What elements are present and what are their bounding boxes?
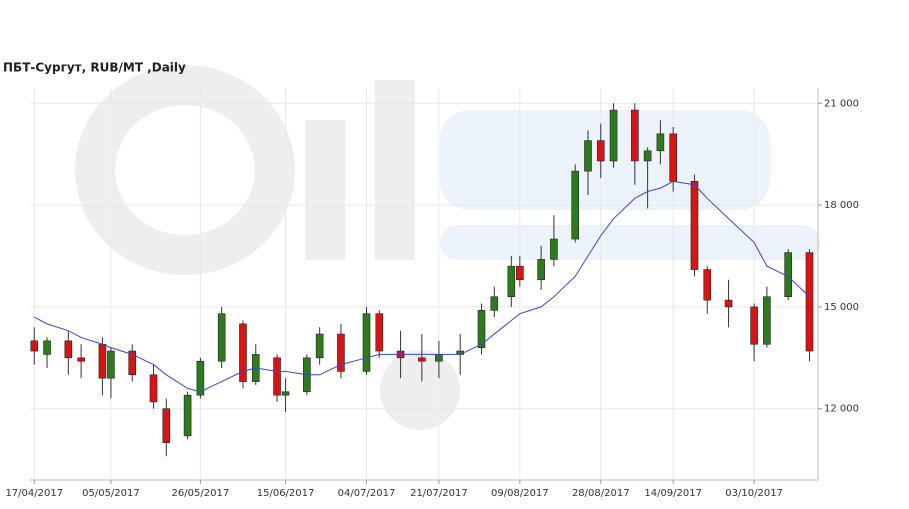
candle-body (43, 340, 51, 355)
candle-body (362, 313, 371, 372)
candle-body (724, 299, 733, 308)
candle-body (239, 323, 247, 382)
candle-body (669, 133, 677, 182)
candle-body (107, 350, 115, 379)
x-tick-label: 09/08/2017 (491, 488, 549, 499)
candle-body (805, 252, 814, 352)
candle-body (77, 357, 85, 362)
candle-body (281, 391, 290, 396)
candle-body (375, 313, 384, 352)
y-tick-label: 21 000 (824, 98, 859, 109)
candle-body (435, 354, 443, 362)
candle-body (418, 357, 426, 362)
candle-body (196, 360, 205, 396)
y-tick-label: 18 000 (824, 200, 859, 211)
candle-body (690, 181, 699, 270)
candle-body (149, 374, 158, 403)
candle-body (64, 340, 73, 359)
x-tick-label: 28/08/2017 (572, 488, 630, 499)
x-tick-label: 15/06/2017 (257, 488, 315, 499)
candle-body (596, 140, 605, 162)
candle-body (537, 259, 545, 281)
candle-body (584, 140, 592, 172)
candle-body (516, 265, 524, 281)
candle-body (273, 357, 281, 396)
x-tick-label: 04/07/2017 (338, 488, 396, 499)
candle-body (162, 408, 171, 443)
candle-body (490, 296, 499, 311)
watermark (75, 65, 820, 430)
x-tick-label: 14/09/2017 (644, 488, 702, 499)
candle-body (609, 109, 618, 162)
candle-body (656, 133, 665, 152)
candle-body (217, 313, 226, 362)
candle-body (571, 170, 580, 240)
candle-body (631, 109, 639, 162)
candle-body (643, 150, 652, 162)
candle-body (507, 265, 516, 298)
x-tick-label: 17/04/2017 (5, 488, 63, 499)
x-tick-label: 05/05/2017 (82, 488, 140, 499)
candle-body (337, 333, 345, 372)
candle-body (703, 269, 712, 301)
y-tick-label: 12 000 (824, 404, 859, 415)
candle-body (98, 343, 107, 379)
x-tick-label: 03/10/2017 (725, 488, 783, 499)
candle-body (763, 296, 771, 345)
x-tick-label: 26/05/2017 (172, 488, 230, 499)
candle-body (183, 394, 192, 437)
candle-body (30, 340, 39, 352)
chart-title: ПБТ-Сургут, RUB/MT ,Daily (3, 61, 186, 75)
x-tick-label: 21/07/2017 (410, 488, 468, 499)
candle-body (128, 350, 137, 376)
candle-body (750, 306, 758, 345)
candle-body (550, 238, 558, 260)
moving-average-line (34, 180, 810, 393)
candle-body (315, 333, 324, 359)
candle-body (477, 310, 486, 348)
y-tick-label: 15 000 (824, 302, 859, 313)
